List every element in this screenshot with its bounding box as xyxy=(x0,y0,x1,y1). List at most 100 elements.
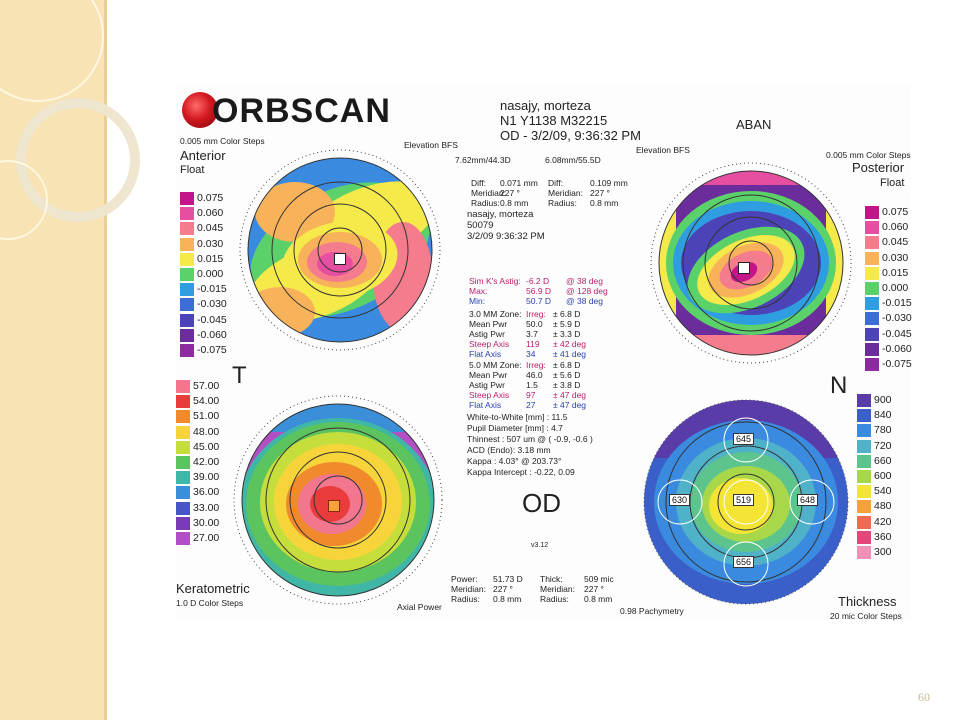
thickness-scale-label: 900 xyxy=(874,394,892,406)
keratometric-apex-marker xyxy=(328,500,340,512)
orbscan-brand: ORBSCAN xyxy=(182,90,390,132)
thickness-thick: 509 mic xyxy=(584,574,614,584)
posterior-scale-label: 0.060 xyxy=(882,221,909,234)
decorative-circle-medium xyxy=(16,98,140,222)
zone3-irreg-label: Irreg: xyxy=(526,309,546,319)
keratometric-scale-label: 45.00 xyxy=(193,440,220,453)
posterior-scale-swatch xyxy=(865,236,879,250)
posterior-meridian: 227 ° xyxy=(590,188,610,198)
anterior-scale-label: -0.015 xyxy=(197,283,227,296)
thickness-value-superior: 645 xyxy=(733,433,755,445)
keratometric-scale-swatch xyxy=(176,410,190,424)
keratometric-scale-label: 48.00 xyxy=(193,425,220,438)
keratometric-scale-label: 51.00 xyxy=(193,410,220,423)
thickness-meridian: 227 ° xyxy=(584,584,604,594)
posterior-scale-label: -0.060 xyxy=(882,342,912,355)
anterior-radius: 0.8 mm xyxy=(500,198,529,208)
zone3-steep-label: Steep Axis xyxy=(469,339,510,349)
anterior-reference: Elevation BFS xyxy=(404,140,458,150)
posterior-title: Posterior xyxy=(852,160,905,175)
min-label: Min: xyxy=(469,296,486,306)
thickness-scale-swatch xyxy=(857,439,871,453)
zone3-astig: 3.7 xyxy=(526,329,538,339)
anterior-scale-label: 0.075 xyxy=(197,192,224,204)
zone3-flat-sd: ± 41 deg xyxy=(553,349,587,359)
posterior-scale-swatch xyxy=(865,358,879,371)
thickness-scale-swatch xyxy=(857,515,871,529)
posterior-color-steps: 0.005 mm Color Steps xyxy=(826,150,911,160)
zone5-mean-label: Mean Pwr xyxy=(469,370,508,380)
thickness-title: Thickness xyxy=(838,594,897,609)
max-axis: @ 128 deg xyxy=(566,286,608,296)
eye-label: OD xyxy=(522,488,561,518)
thickness-scale-label: 660 xyxy=(874,454,892,467)
keratometric-scale-swatch xyxy=(176,471,190,485)
thickness-scale-label: 540 xyxy=(874,485,892,498)
anterior-meridian: 227 ° xyxy=(500,188,520,198)
posterior-scale-label: -0.030 xyxy=(882,312,912,325)
keratometric-scale-swatch xyxy=(176,501,190,515)
max-label: Max: xyxy=(469,286,488,296)
posterior-scale-swatch xyxy=(865,221,879,235)
zone5-astig-sd: ± 3.8 D xyxy=(553,380,581,390)
keratometric-scale-swatch xyxy=(176,532,190,545)
thickness-meridian-label: Meridian: xyxy=(540,584,575,594)
anterior-scale-label: -0.075 xyxy=(197,344,227,356)
keratometric-reference: Axial Power xyxy=(397,602,442,612)
anterior-scale-swatch xyxy=(180,298,194,312)
anterior-scale-label: -0.030 xyxy=(197,298,227,311)
zone3-mean-sd: ± 5.9 D xyxy=(553,319,581,329)
zone5-steep: 97 xyxy=(526,390,536,400)
thickness-scale-label: 300 xyxy=(874,546,892,558)
patient-id: N1 Y1138 M32215 xyxy=(500,113,608,128)
posterior-radius-label: Radius: xyxy=(548,198,577,208)
posterior-scale-label: -0.075 xyxy=(882,358,912,370)
thickness-scale-swatch xyxy=(857,485,871,499)
anterior-scale-label: 0.030 xyxy=(197,237,224,250)
posterior-scale-label: -0.045 xyxy=(882,327,912,340)
posterior-scale-swatch xyxy=(865,312,879,326)
zone3-label: 3.0 MM Zone: xyxy=(469,309,522,319)
thickness-thick-label: Thick: xyxy=(540,574,563,584)
thickness-scale-swatch xyxy=(857,530,871,544)
anterior-scale-swatch xyxy=(180,192,194,205)
posterior-scale-label: 0.045 xyxy=(882,236,909,249)
brand-name: ORBSCAN xyxy=(212,92,391,130)
simk-axis: @ 38 deg xyxy=(566,276,603,286)
zone3-astig-sd: ± 3.3 D xyxy=(553,329,581,339)
keratometric-scale-swatch xyxy=(176,456,190,469)
zone5-flat-label: Flat Axis xyxy=(469,400,502,410)
posterior-scale-swatch xyxy=(865,206,879,219)
keratometric-meridian-label: Meridian: xyxy=(451,584,486,594)
zone3-astig-label: Astig Pwr xyxy=(469,329,505,339)
anterior-scale-label: 0.045 xyxy=(197,222,224,235)
thickness-scale-swatch xyxy=(857,454,871,468)
posterior-scale-swatch xyxy=(865,251,879,265)
thickness-value-inferior: 656 xyxy=(733,556,755,568)
anterior-radius-label: Radius: xyxy=(471,198,500,208)
keratometric-scale-swatch xyxy=(176,425,190,439)
anterior-scale-swatch xyxy=(180,344,194,357)
thickness-value-temporal: 630 xyxy=(669,494,691,506)
zone3-irreg: ± 6.8 D xyxy=(553,309,581,319)
posterior-scale-label: -0.015 xyxy=(882,297,912,310)
keratometric-scale-label: 54.00 xyxy=(193,395,220,408)
thickness-radius: 0.8 mm xyxy=(584,594,613,604)
thickness-scale-label: 720 xyxy=(874,439,892,452)
thickness-value-center: 519 xyxy=(733,494,755,506)
zone5-irreg-label: Irreg: xyxy=(526,360,546,370)
posterior-scale-label: 0.030 xyxy=(882,251,909,264)
thickness-scale-label: 420 xyxy=(874,515,892,528)
keratometric-title: Keratometric xyxy=(176,581,250,596)
posterior-bfs: 6.08mm/55.5D xyxy=(545,155,601,165)
keratometric-scale-swatch xyxy=(176,395,190,409)
keratometric-scale-swatch xyxy=(176,440,190,454)
anterior-scale-swatch xyxy=(180,207,194,221)
anterior-scale-label: -0.045 xyxy=(197,313,227,326)
keratometric-scale-swatch xyxy=(176,486,190,500)
operator-name: ABAN xyxy=(736,117,772,132)
thickness-scale-label: 780 xyxy=(874,424,892,437)
keratometric-scale-label: 27.00 xyxy=(193,532,220,544)
posterior-diff-label: Diff: xyxy=(548,178,563,188)
thickness-scale-label: 600 xyxy=(874,470,892,482)
